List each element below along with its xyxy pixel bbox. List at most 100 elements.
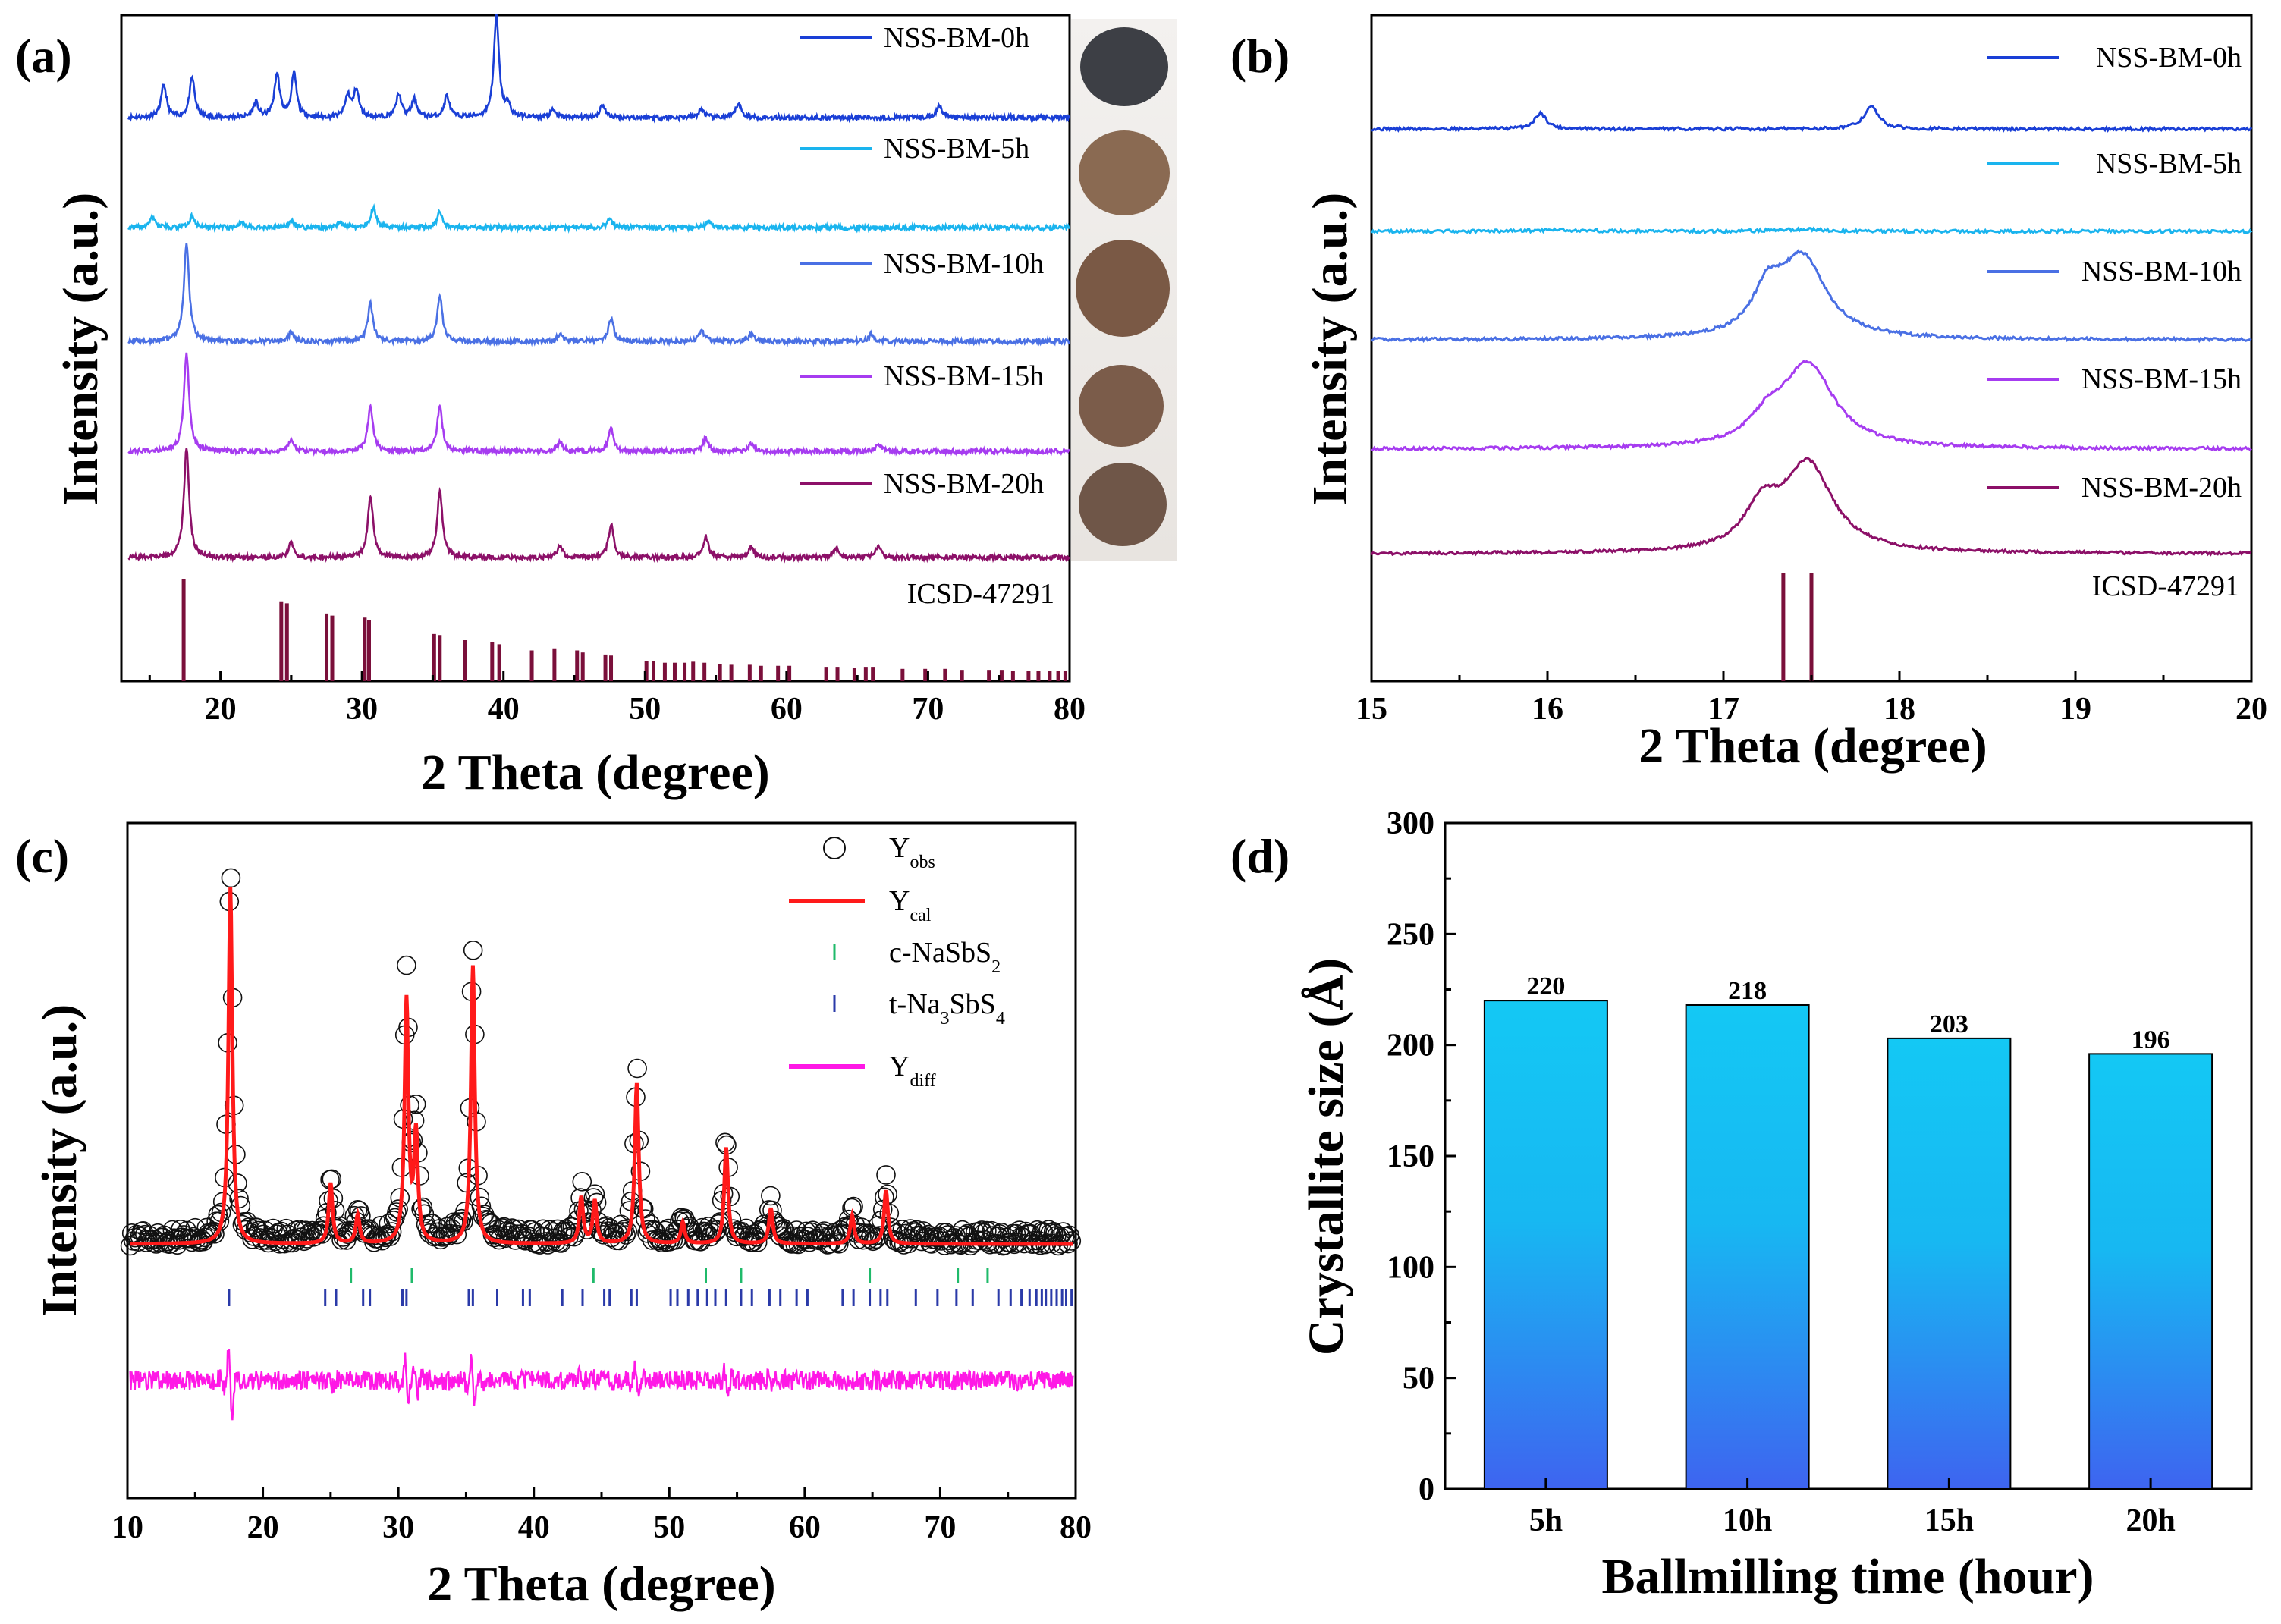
panel-c-x-tick-label: 20 [247,1510,279,1545]
panel-d-bar-value-label: 220 [1526,972,1565,1000]
panel-a-series-NSS-BM-10h [127,243,1070,347]
panel-d-ticks: 0 50 100 150 200 250 300 [1387,806,1456,1507]
panel-c-observed-point [432,1227,452,1247]
panel-c-x-tick-label: 50 [653,1510,685,1545]
panel-c-observed-point [944,1228,964,1248]
panel-d-y-tick-label: 100 [1387,1250,1434,1285]
panel-c-x-tick-label: 70 [924,1510,956,1545]
panel-a: (a) 20 30 40 50 60 70 80 NSS-BM-0hNSS-BM-5hNSS… [15,14,1177,800]
panel-b-reference-lines [1781,573,1814,681]
panel-c-legend-label: c-NaSbS2 [889,937,1001,977]
panel-b-x-tick-label: 19 [2059,692,2091,727]
panel-d-bar-20h [2088,1053,2213,1490]
panel-c-observed-point [208,1205,228,1225]
panel-c-observed-point [247,1217,267,1238]
panel-b-x-axis-title: 2 Theta (degree) [1638,718,1987,774]
panel-c-observed-point [444,1212,463,1233]
panel-c-observed-point [382,1222,402,1242]
panel-c-observed-point [952,1220,972,1240]
panel-c-legend-label: Yobs [889,832,935,872]
panel-c-observed-point [617,1221,638,1242]
panel-d-x-tick-label: 10h [1723,1503,1772,1538]
panel-d-bar-5h [1483,1000,1608,1490]
panel-a-reference-label: ICSD-47291 [907,578,1054,610]
panel-a-legend-label: NSS-BM-20h [884,468,1044,500]
panel-c-observed-point [1032,1221,1052,1242]
panel-c-observed-point [221,868,241,888]
panel-b-series-NSS-BM-15h [1371,360,2252,453]
panel-b-legend-label: NSS-BM-10h [2081,256,2242,287]
panel-a-label: (a) [15,29,72,83]
panel-b-x-tick-label: 15 [1356,692,1387,727]
panel-d-bar-value-label: 203 [1930,1010,1968,1038]
panel-b-series-NSS-BM-5h [1370,226,2253,235]
panel-d-y-tick-label: 200 [1387,1029,1434,1063]
panel-c-observed-point [255,1220,275,1241]
panel-d: (d) 220 5h 218 10h 203 15h 196 20h 0 50 100 150 200… [1230,806,2253,1604]
panel-c-observed-point [201,1223,222,1242]
panel-b-series-NSS-BM-20h [1370,457,2252,557]
panel-d-y-axis-title: Crystallite size (Å) [1299,958,1354,1355]
panel-c-observed-point [572,1172,592,1192]
panel-d-bar-value-label: 218 [1728,977,1767,1005]
panel-c-observed-point [627,1058,647,1079]
panel-c: (c) 10 20 30 40 50 60 70 80 Yobs Ycal c-NaSbS2 t-N… [15,821,1092,1612]
sample-photo-5h [1079,130,1170,215]
panel-a-series [127,14,1071,564]
panel-c-observed-point [284,1228,304,1249]
panel-a-x-tick-label: 20 [205,692,237,727]
panel-d-bar-10h [1685,1004,1810,1490]
panel-d-label: (d) [1230,829,1290,883]
panel-d-y-tick-label: 300 [1387,806,1434,841]
panel-b-x-tick-label: 17 [1708,692,1739,727]
panel-c-observed-point [511,1227,530,1246]
panel-c-observed-point [413,1197,433,1217]
panel-a-series-NSS-BM-0h [127,14,1070,124]
panel-b-legend-label: NSS-BM-5h [2096,148,2242,180]
panel-a-reference-lines [181,579,1067,681]
panel-b-legend-label: NSS-BM-15h [2081,363,2242,395]
panel-b-series [1370,105,2253,557]
panel-d-x-tick-label: 5h [1529,1503,1563,1538]
panel-a-x-tick-label: 30 [346,692,378,727]
panel-d-y-tick-label: 250 [1387,917,1434,952]
sample-photo-20h [1079,463,1167,546]
panel-d-y-tick-label: 0 [1419,1472,1434,1507]
panel-c-observed-point [447,1224,467,1245]
panel-c-calculated-line [130,887,1073,1246]
panel-a-legend-label: NSS-BM-10h [884,248,1044,280]
panel-d-bar-value-label: 196 [2132,1026,2170,1054]
panel-c-observed-point [912,1231,932,1252]
panel-c-y-axis-title: Intensity (a.u.) [32,1004,87,1318]
panel-c-observed-point [463,941,483,960]
panel-d-x-tick-label: 20h [2125,1503,2175,1538]
panel-c-observed-point [296,1220,316,1240]
panel-b-legend-label: NSS-BM-20h [2081,472,2242,504]
panel-c-x-tick-label: 60 [789,1510,821,1545]
panel-a-x-tick-label: 70 [912,692,944,727]
panel-b-series-labels: NSS-BM-0h NSS-BM-5h NSS-BM-10h NSS-BM-15h NS… [1987,42,2242,504]
panel-a-y-axis-title: Intensity (a.u.) [53,193,108,506]
panel-b-y-axis-title: Intensity (a.u.) [1302,193,1358,506]
panel-c-observed-point [181,1228,200,1249]
panel-c-x-tick-label: 10 [112,1510,143,1545]
panel-c-legend-label: t-Na3SbS4 [889,988,1005,1029]
panel-c-observed-point [1061,1231,1082,1251]
panel-b-reference-label: ICSD-47291 [2092,570,2239,602]
sample-photo-10h [1076,240,1170,337]
panel-a-x-tick-label: 40 [488,692,520,727]
panel-c-observed-point [184,1227,203,1247]
panel-c-observed-point [383,1211,404,1230]
panel-d-x-axis-title: Ballmilling time (hour) [1602,1549,2094,1604]
panel-c-difference-line [129,1349,1074,1421]
panel-c-x-tick-label: 40 [518,1510,550,1545]
panel-a-series-labels: NSS-BM-0h NSS-BM-5h NSS-BM-10h NSS-BM-15h NS… [800,22,1044,500]
panel-c-observed-point [414,1204,435,1224]
panel-c-plot [120,868,1082,1421]
panel-c-observed-point [619,1201,639,1220]
panel-a-x-tick-label: 60 [771,692,803,727]
panel-b-label: (b) [1230,29,1290,83]
sample-photo-0h [1080,27,1168,106]
panel-a-x-tick-label: 80 [1054,692,1086,727]
